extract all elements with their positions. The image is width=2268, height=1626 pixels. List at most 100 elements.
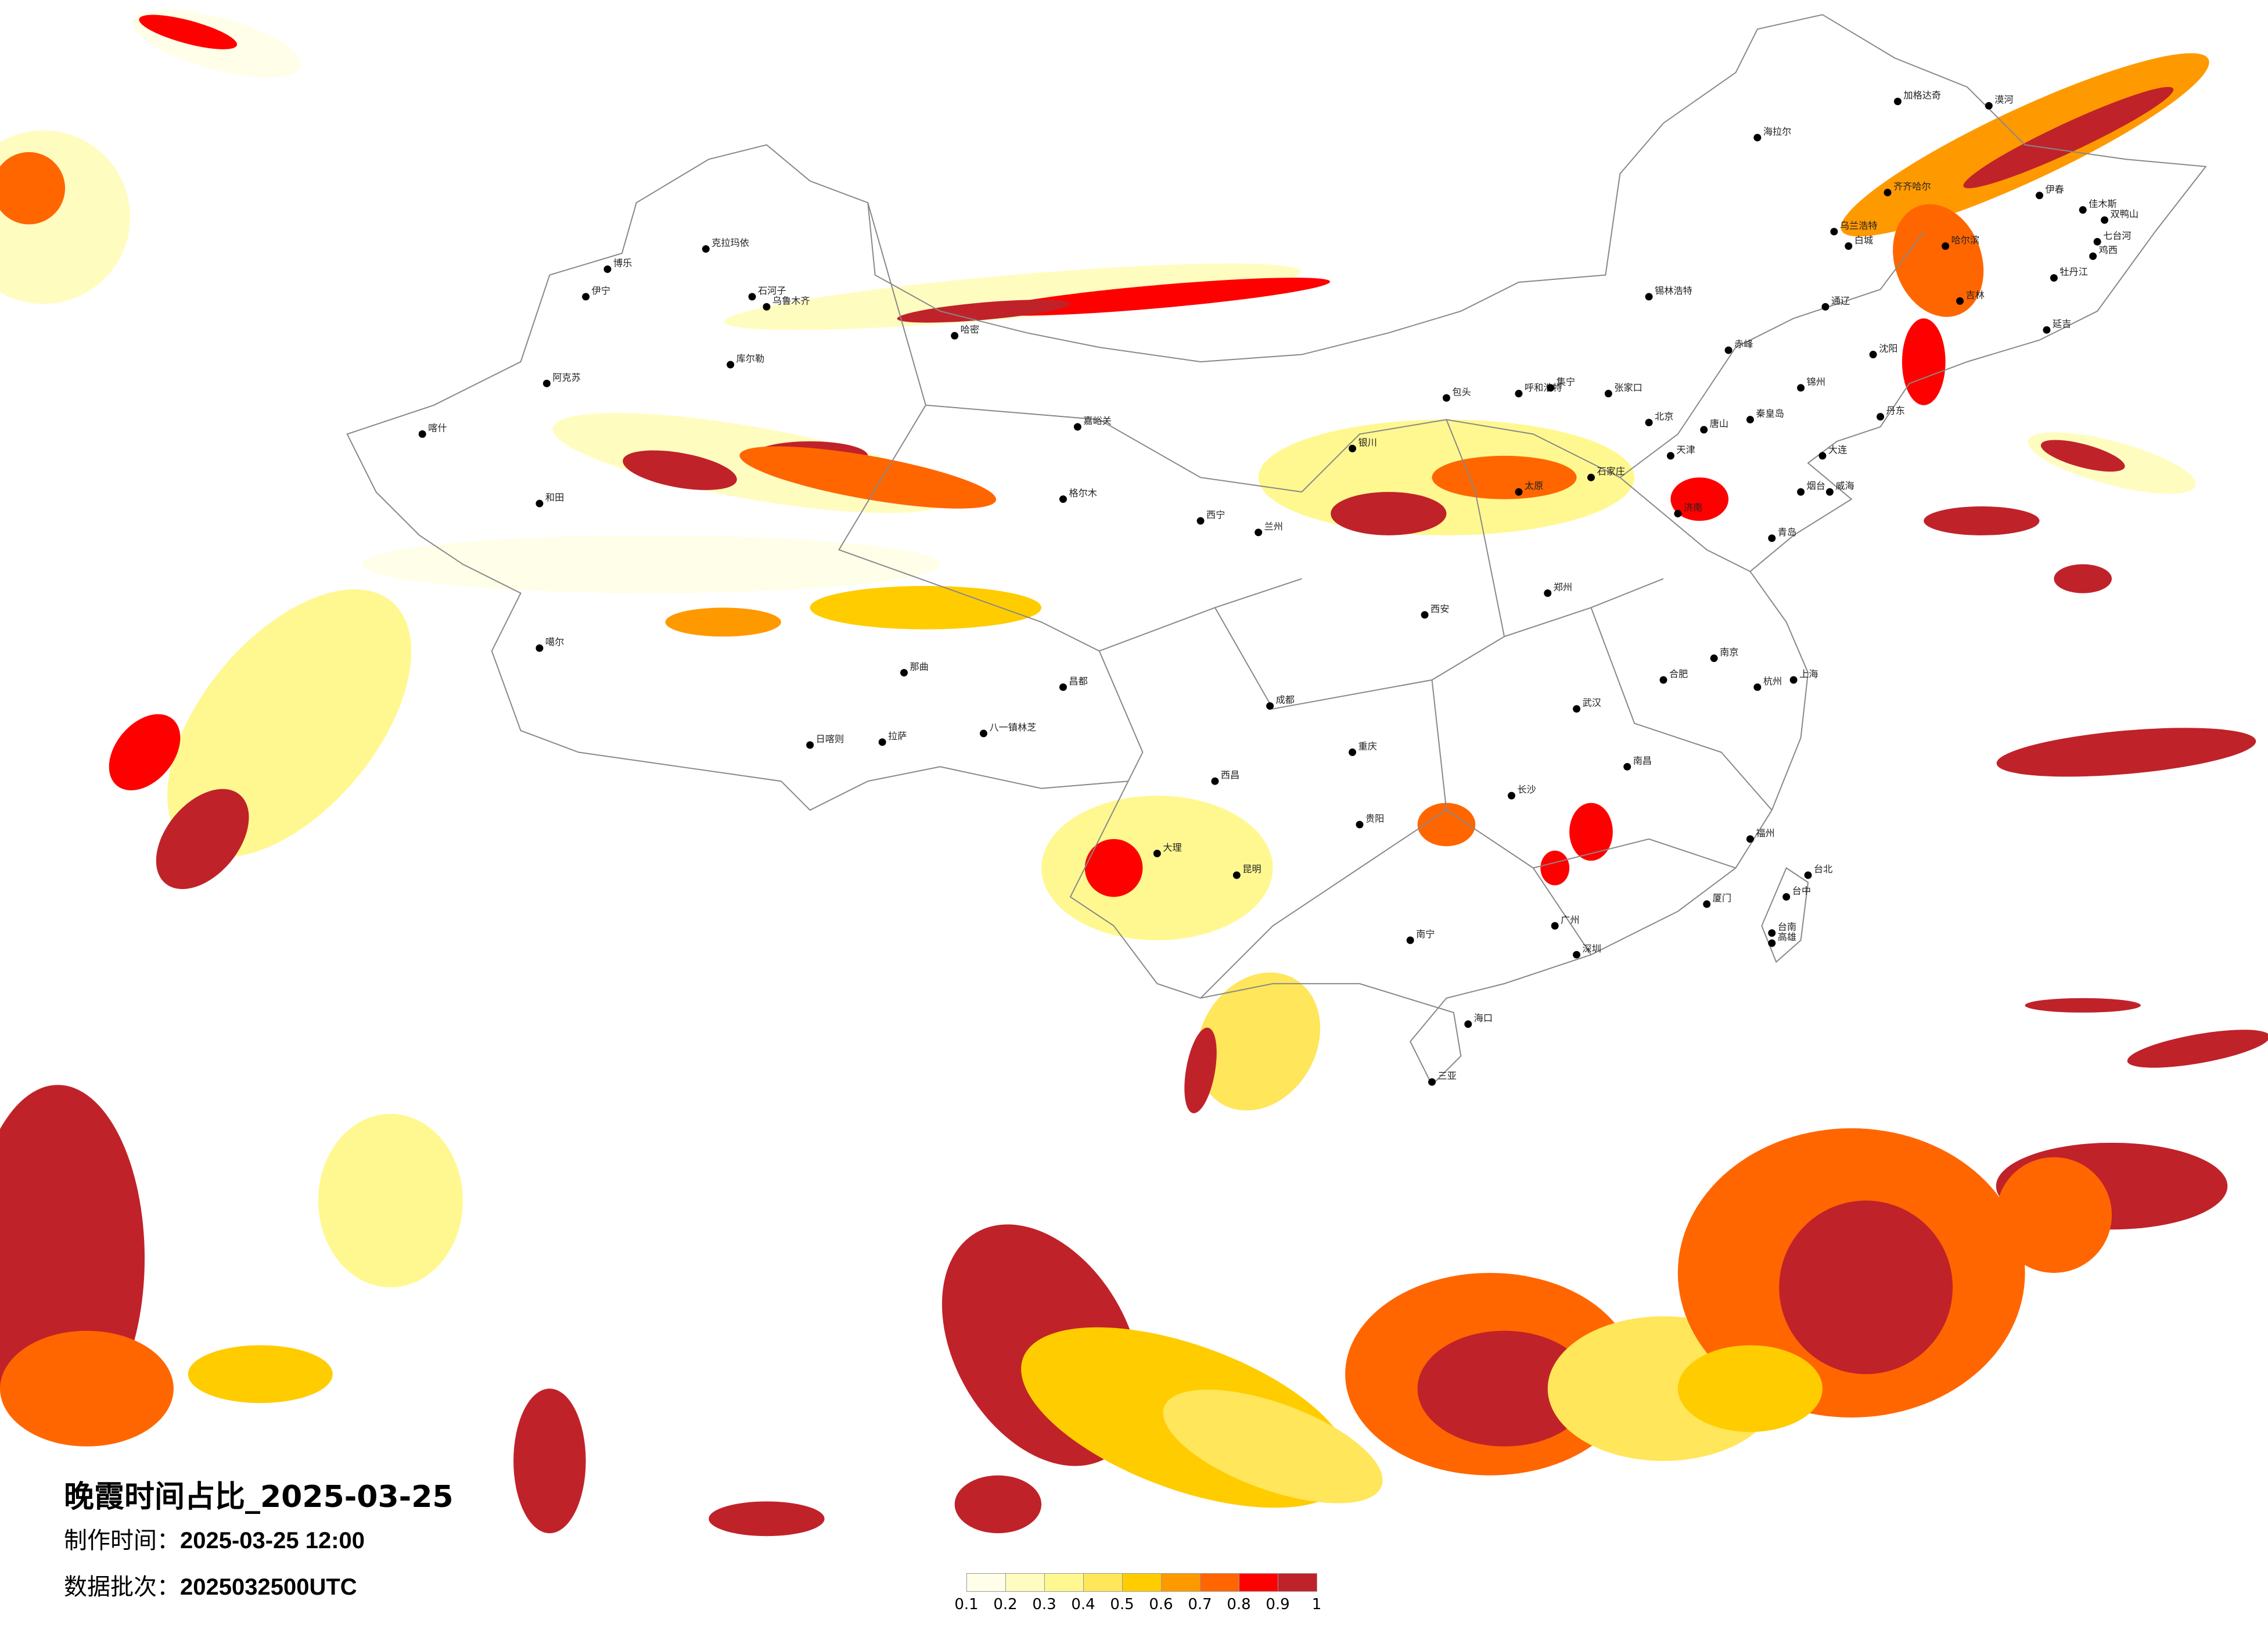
city-label: 漠河 [1994,94,2013,105]
legend-tick: 0.2 [993,1596,1018,1613]
city-dot [2036,192,2043,200]
city-marker: 天津 [1666,444,1695,460]
legend-tick: 1 [1311,1596,1322,1613]
city-label: 北京 [1655,411,1673,422]
city-label: 库尔勒 [736,353,765,364]
city-marker: 海口 [1464,1013,1493,1028]
heat-cell [1540,850,1570,886]
city-label: 伊春 [2045,184,2064,195]
city-marker: 重庆 [1349,740,1377,756]
city-label: 锡林浩特 [1655,285,1692,296]
city-marker: 银川 [1349,437,1377,452]
city-label: 郑州 [1554,581,1572,592]
city-marker: 武汉 [1573,697,1601,713]
legend-tick: 0.4 [1071,1596,1095,1613]
city-dot [1211,777,1219,785]
city-dot [1877,413,1885,421]
city-label: 哈密 [961,324,979,335]
city-marker: 烟台 [1797,480,1825,496]
city-label: 沈阳 [1879,343,1897,354]
city-marker: 漠河 [1985,94,2014,110]
legend-tick: 0.5 [1110,1596,1134,1613]
city-label: 加格达奇 [1903,90,1941,101]
heat-cell [623,450,737,490]
city-marker: 秦皇岛 [1746,408,1784,424]
city-dot [582,293,590,301]
city-label: 台南 [1778,922,1796,933]
city-dot [1059,495,1067,503]
city-label: 海口 [1474,1013,1493,1024]
city-marker: 长沙 [1508,784,1536,800]
legend-tick: 0.3 [1032,1596,1056,1613]
city-marker: 喀什 [418,423,447,438]
heat-cell [1417,803,1476,847]
city-label: 重庆 [1358,740,1377,751]
city-label: 格尔木 [1069,488,1097,499]
city-label: 锦州 [1807,376,1825,387]
city-marker: 西安 [1421,603,1449,619]
city-marker: 齐齐哈尔 [1884,181,1931,197]
city-label: 福州 [1756,828,1774,839]
city-marker: 石家庄 [1587,466,1625,481]
city-label: 成都 [1276,695,1295,706]
heat-cell [1417,1330,1591,1447]
city-marker: 厦门 [1703,893,1731,908]
city-dot [1985,102,1993,110]
city-dot [1674,510,1682,517]
heat-cell [954,1475,1042,1534]
city-dot [542,379,551,387]
legend-tick: 0.9 [1266,1596,1290,1613]
heat-cell [1924,506,2040,535]
city-label: 台北 [1814,864,1832,875]
city-label: 佳木斯 [2089,199,2117,210]
city-marker: 太原 [1515,480,1543,496]
city-label: 武汉 [1583,697,1601,708]
city-marker: 锦州 [1797,376,1825,392]
city-dot [763,303,771,311]
city-label: 合肥 [1669,668,1688,679]
city-marker: 上海 [1789,668,1818,684]
legend-swatch [1084,1574,1123,1591]
heat-cell [724,263,1301,330]
city-label: 太原 [1525,480,1543,491]
city-label: 日喀则 [816,733,844,744]
city-marker: 那曲 [900,661,929,677]
city-label: 南京 [1720,647,1738,658]
city-marker: 嘉峪关 [1073,415,1112,431]
city-dot [603,265,612,274]
city-dot [1573,951,1581,959]
city-label: 嘉峪关 [1083,415,1112,426]
city-dot [1349,444,1357,452]
city-label: 包头 [1452,386,1471,397]
production-time: 制作时间：2025-03-25 12:00 [64,1521,365,1555]
city-label: 丹东 [1886,405,1905,416]
city-dot [1703,900,1711,908]
city-dot [951,332,959,340]
city-dot [1464,1020,1472,1028]
city-marker: 鸡西 [2089,244,2118,260]
heat-cell [361,535,940,593]
city-label: 青岛 [1778,527,1796,538]
city-label: 通辽 [1831,295,1850,306]
heat-layer [0,10,2268,1537]
city-dot [418,430,426,438]
heat-cell [1893,204,1984,317]
heat-cell [2040,440,2125,472]
city-dot [1604,390,1612,398]
city-marker: 石河子 [748,285,786,301]
city-label: 大连 [1828,444,1847,455]
city-marker: 深圳 [1573,943,1601,959]
city-label: 八一镇林芝 [989,722,1036,733]
city-dot [1797,384,1805,392]
city-dot [900,668,908,677]
city-marker: 七台河 [2093,230,2132,246]
city-dot [727,361,735,369]
city-dot [1645,419,1653,427]
city-dot [535,644,544,652]
city-dot [1768,939,1776,947]
heat-cell [1779,1200,1953,1375]
city-label: 秦皇岛 [1756,408,1784,419]
city-label: 和田 [545,492,564,503]
heat-cell [2127,1030,2268,1068]
